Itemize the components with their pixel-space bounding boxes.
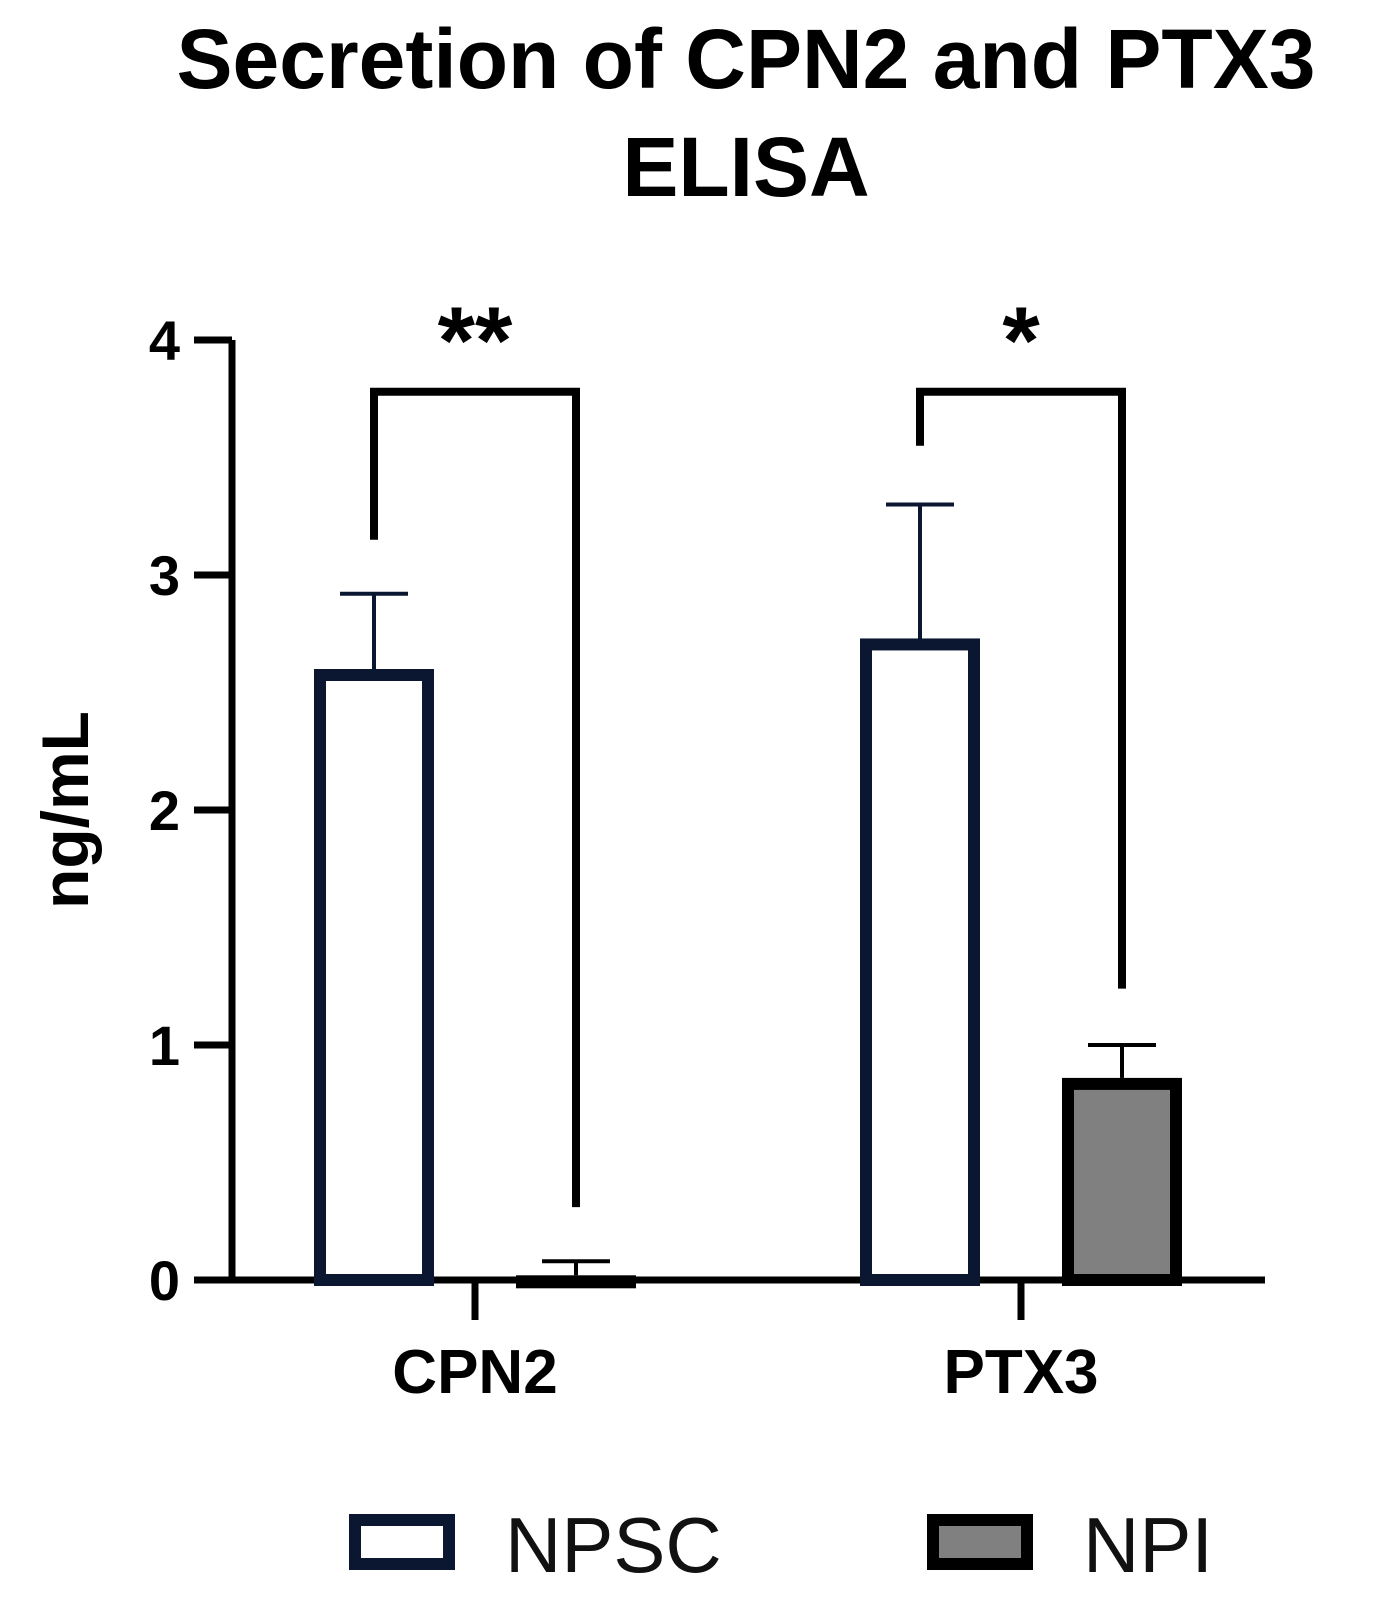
y-tick-label: 2 (149, 779, 180, 842)
significance-label: * (1002, 288, 1040, 395)
legend: NPSC NPI (349, 1501, 1213, 1589)
y-tick-label: 4 (149, 309, 180, 372)
bar (516, 1275, 636, 1289)
y-axis-label: ng/mL (28, 711, 102, 909)
y-tick-label: 3 (149, 544, 180, 607)
y-tick-label: 0 (149, 1249, 180, 1312)
y-tick-label: 1 (149, 1014, 180, 1077)
significance-label: ** (438, 288, 513, 395)
legend-swatch (349, 1514, 455, 1570)
legend-label: NPSC (505, 1501, 722, 1589)
significance-bracket (370, 387, 580, 1208)
significance-bracket (916, 387, 1126, 989)
bar (314, 669, 434, 1286)
legend-swatch (927, 1514, 1033, 1570)
bar (1062, 1077, 1182, 1287)
bar (860, 638, 980, 1286)
x-tick-label: CPN2 (392, 1338, 557, 1407)
chart-title-line-2: ELISA (622, 120, 869, 214)
bars-group (314, 638, 1182, 1289)
x-tick-label: PTX3 (943, 1338, 1098, 1407)
legend-label: NPI (1083, 1501, 1213, 1589)
significance-group: ** * (370, 288, 1126, 1208)
chart-title-line-1: Secretion of CPN2 and PTX3 (177, 12, 1316, 106)
error-bars-group (340, 502, 1156, 1276)
